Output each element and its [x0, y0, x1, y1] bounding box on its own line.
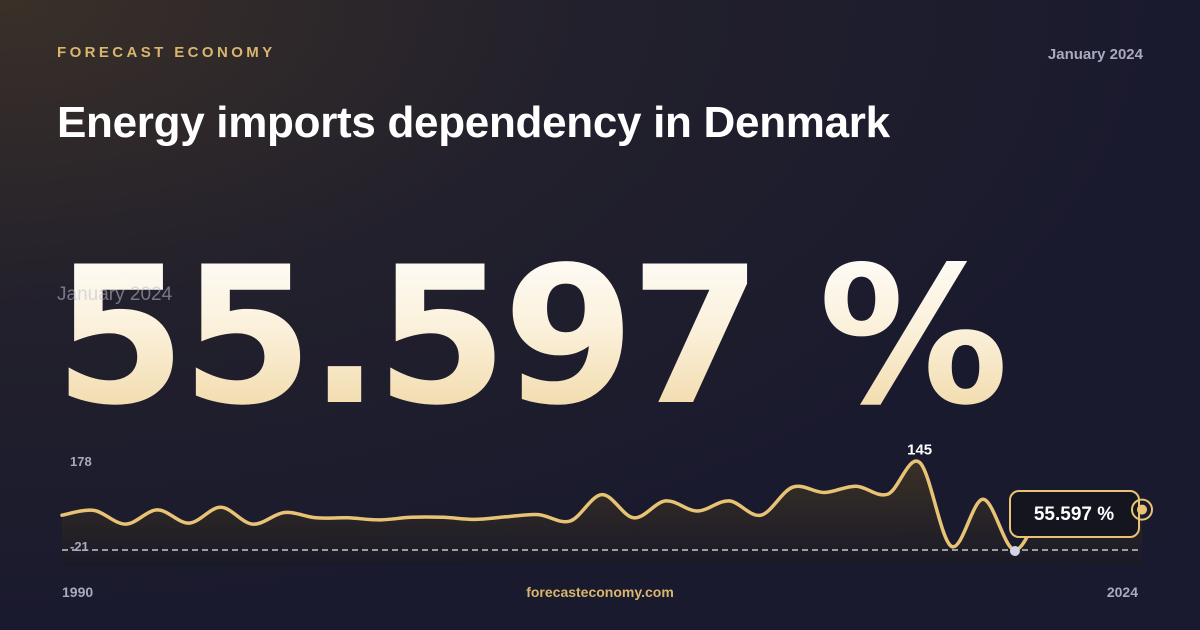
y-top-label: 178	[70, 454, 92, 469]
chart-line	[60, 459, 1144, 552]
latest-point-ring	[1131, 498, 1153, 521]
x-axis-end-label: 2024	[1106, 584, 1138, 600]
x-axis-start-label: 1990	[62, 584, 94, 600]
y-bottom-label: -21	[70, 539, 89, 554]
headline-value: 55.597 %	[54, 226, 1009, 447]
sparkline-chart: 178 -21 145 55.597 %	[60, 441, 1153, 565]
footer-url[interactable]: forecasteconomy.com	[526, 584, 674, 600]
latest-value-callout: 55.597 %	[1009, 490, 1140, 538]
latest-value-label: 55.597 %	[1034, 504, 1114, 525]
date-label: January 2024	[1047, 46, 1143, 63]
chart-area	[62, 461, 1142, 565]
brand-label: FORECAST ECONOMY	[57, 44, 276, 61]
headline-date: January 2024	[57, 284, 173, 305]
latest-point	[1137, 504, 1147, 515]
max-value-label: 145	[907, 441, 932, 458]
min-point	[1009, 546, 1020, 556]
page-title: Energy imports dependency in Denmark	[57, 98, 890, 147]
